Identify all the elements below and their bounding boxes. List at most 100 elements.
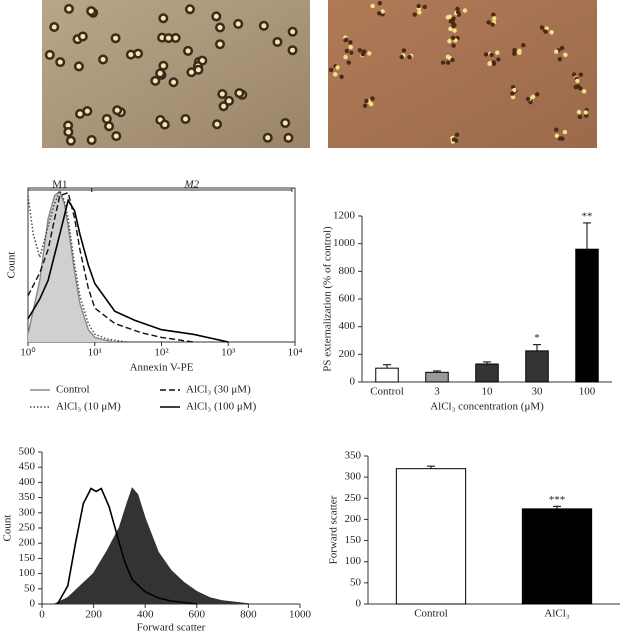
cell-bleb [344,48,350,54]
legend-label: Control [56,384,90,396]
y-tick-label: 250 [19,522,36,534]
cell-core [160,63,166,69]
cell-core [77,111,83,117]
micrograph-treated [328,0,597,148]
cell-bleb [490,22,495,27]
cell-bleb [573,84,578,90]
cell-bleb [549,30,554,35]
cell-bleb [563,52,568,58]
cell-core [100,57,106,63]
cell-bleb [450,57,455,63]
cell-bleb [348,45,353,50]
y-tick-label: 400 [19,476,36,488]
cell-core [104,116,110,122]
cell-bleb [367,51,372,56]
y-tick-label: 1000 [333,237,356,249]
cell-bleb [445,60,451,65]
cell-core [66,6,72,12]
y-tick-label: 600 [339,293,356,305]
cell-bleb [450,35,456,41]
cell-core [65,129,71,135]
y-tick-label: 400 [339,320,356,332]
cell-bleb [456,10,461,15]
cell-bleb [451,43,456,48]
cell-bleb [377,0,383,6]
cell-bleb [510,91,515,96]
cell-core [171,79,177,85]
cell-core [51,24,57,30]
series-area [54,488,249,604]
cell-core [88,8,94,14]
cell-bleb [554,133,560,139]
cell-bleb [578,86,583,91]
y-axis-label: Forward scatter [328,495,340,564]
y-tick-label: 150 [345,534,362,546]
cell-bleb [486,20,491,25]
cell-bleb [535,92,540,97]
y-tick-label: 100 [345,555,362,567]
cell-bleb [577,114,583,120]
bar [525,350,549,383]
y-tick-label: 500 [19,446,36,458]
y-tick-label: 800 [339,265,356,277]
x-tick-label: 10⁰ [20,347,36,359]
bar [425,371,449,383]
cell-core [160,15,166,21]
cell-bleb [328,67,334,73]
cell-bleb [543,29,548,34]
cell-bleb [362,103,368,108]
cell-bleb [576,109,582,115]
cell-bleb [560,136,565,141]
x-tick-label: 10⁴ [288,347,303,359]
cell-bleb [333,72,338,77]
y-tick-label: 200 [339,348,356,360]
cell-core [235,21,241,27]
cell-core [274,39,280,45]
y-tick-label: 0 [30,598,36,610]
cell-bleb [562,129,568,135]
cell-bleb [488,60,493,66]
cell-bleb [489,52,494,58]
y-tick-label: 350 [19,491,36,503]
series-line [56,487,197,605]
cell-core [195,67,201,73]
x-tick-label: 1000 [289,609,312,621]
cell-bleb [455,6,460,12]
cell-core [157,70,163,76]
legend-label: AlCl₃ (30 μM) [186,384,251,396]
cell-core [214,121,220,127]
cell-bleb [452,28,457,33]
series-line [54,487,249,605]
cell-bleb [557,57,562,62]
cell-core [162,122,168,128]
cell-bleb [512,87,517,93]
cell-bleb [370,96,375,101]
cell-core [89,137,95,143]
cell-bleb [417,10,422,15]
cell-bleb [335,65,340,70]
y-axis-label: PS externalization (% of control) [322,226,334,372]
cell-core [65,123,71,129]
x-axis-label: Forward scatter [137,622,206,633]
significance: *** [549,494,566,506]
y-tick-label: 200 [19,537,36,549]
legend-label: AlCl₃ (100 μM) [186,401,257,413]
x-tick-label: 10³ [221,347,236,359]
cell-core [290,29,296,35]
x-tick-label: 100 [579,386,596,398]
cell-bleb [368,101,374,107]
cell-bleb [539,25,545,30]
cell-core [188,69,194,75]
y-tick-label: 50 [24,582,36,594]
cell-core [217,41,223,47]
x-tick-label: 30 [532,386,544,398]
cell-bleb [343,37,349,43]
y-tick-label: 0 [356,598,362,610]
y-tick-label: 50 [350,576,362,588]
bar [475,363,499,383]
cell-bleb [357,48,363,53]
series-line [27,189,115,343]
cell-bleb [575,78,580,83]
cell-bleb [583,110,588,115]
